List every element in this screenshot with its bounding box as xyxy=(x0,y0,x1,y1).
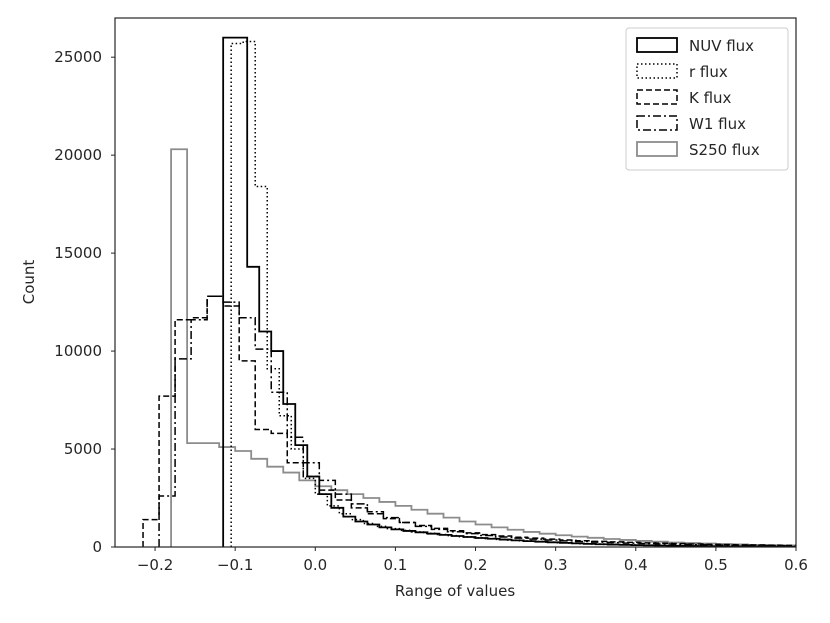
legend-entry-w1: W1 flux xyxy=(636,115,746,133)
plot-frame xyxy=(114,17,797,548)
x-tick-label: 0.6 xyxy=(784,556,808,574)
x-tick-label: 0.2 xyxy=(464,556,488,574)
y-tick-label: 20000 xyxy=(54,146,102,164)
series-w1-flux xyxy=(158,295,796,547)
x-tick-label: −0.1 xyxy=(217,556,253,574)
y-tick-label: 15000 xyxy=(54,244,102,262)
legend-entry-s250: S250 flux xyxy=(636,141,760,159)
legend-swatch-w1 xyxy=(636,115,678,131)
legend-swatch-s250 xyxy=(636,141,678,157)
x-axis: −0.2 −0.1 0.0 0.1 0.2 0.3 0.4 0.5 0.6 xyxy=(137,547,808,574)
legend-label-k: K flux xyxy=(689,89,732,107)
series-nuv-flux xyxy=(222,36,796,547)
y-axis-label: Count xyxy=(20,260,38,305)
legend-entry-nuv: NUV flux xyxy=(636,37,754,55)
legend-label-s250: S250 flux xyxy=(689,141,760,159)
x-tick-label: 0.0 xyxy=(303,556,327,574)
y-axis: 0 5000 10000 15000 20000 25000 xyxy=(54,48,115,556)
y-tick-label: 25000 xyxy=(54,48,102,66)
legend-entry-r: r flux xyxy=(636,63,728,81)
legend-swatch-nuv xyxy=(636,37,678,53)
x-tick-label: −0.2 xyxy=(137,556,173,574)
x-axis-label: Range of values xyxy=(395,582,516,600)
series-s250-flux xyxy=(170,148,796,547)
x-tick-label: 0.5 xyxy=(704,556,728,574)
x-tick-label: 0.1 xyxy=(383,556,407,574)
y-tick-label: 5000 xyxy=(64,440,102,458)
x-tick-label: 0.4 xyxy=(624,556,648,574)
y-tick-label: 0 xyxy=(92,538,102,556)
x-tick-label: 0.3 xyxy=(544,556,568,574)
y-tick-label: 10000 xyxy=(54,342,102,360)
legend-label-w1: W1 flux xyxy=(689,115,746,133)
legend-swatch-k xyxy=(636,89,678,105)
legend-swatch-r xyxy=(636,63,678,79)
legend-entry-k: K flux xyxy=(636,89,732,107)
legend-label-r: r flux xyxy=(689,63,728,81)
legend-label-nuv: NUV flux xyxy=(689,37,754,55)
legend: NUV flux r flux K flux W1 flux S250 flux xyxy=(625,27,789,171)
series-layer xyxy=(142,36,796,547)
